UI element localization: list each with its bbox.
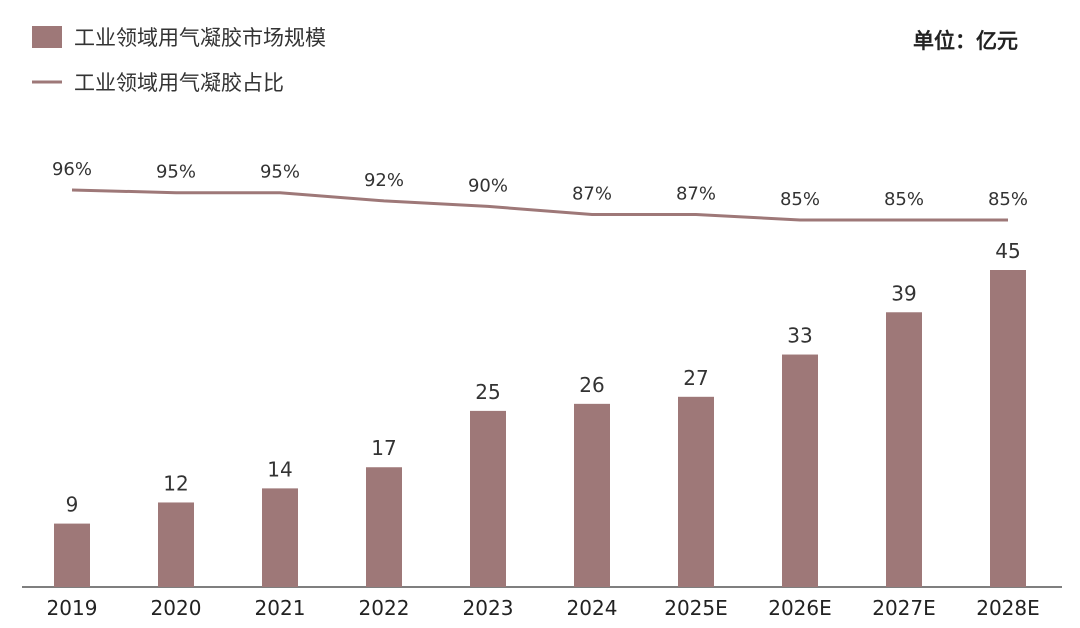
bar-value-label: 45 (995, 239, 1020, 263)
x-tick-labels: 2019 2020 2021 2022 2023 2024 2025E 2026E 2027E 2… (47, 596, 1040, 620)
bar (470, 410, 506, 587)
x-tick-label: 2028E (976, 596, 1040, 620)
bar (366, 467, 402, 587)
bar-value-label: 17 (371, 436, 396, 460)
bar (262, 488, 298, 587)
share-value-label: 95% (156, 162, 196, 183)
share-value-labels: 96% 95% 95% 92% 90% 87% 87% 85% 85% 85% (52, 159, 1028, 210)
share-value-label: 85% (988, 189, 1028, 210)
x-tick-label: 2024 (567, 596, 618, 620)
bar-value-label: 14 (267, 457, 292, 481)
x-tick-label: 2020 (151, 596, 202, 620)
bar (574, 403, 610, 587)
unit-label: 单位：亿元 (913, 29, 1018, 53)
share-value-label: 95% (260, 162, 300, 183)
share-value-label: 90% (468, 175, 508, 196)
legend-bar-swatch (32, 26, 62, 48)
bar-value-label: 27 (683, 366, 708, 390)
bar-value-label: 33 (787, 324, 812, 348)
bar (678, 396, 714, 587)
share-value-label: 96% (52, 159, 92, 180)
bar (158, 502, 194, 587)
bar-value-label: 26 (579, 373, 604, 397)
x-tick-label: 2023 (463, 596, 514, 620)
bar-value-labels: 9 12 14 17 25 26 27 33 39 45 (66, 239, 1021, 517)
bar (886, 312, 922, 587)
legend-bar-label: 工业领域用气凝胶市场规模 (74, 26, 326, 50)
share-value-label: 85% (884, 189, 924, 210)
x-tick-label: 2027E (872, 596, 936, 620)
bar-value-label: 9 (66, 493, 79, 517)
x-tick-label: 2021 (255, 596, 306, 620)
share-value-label: 85% (780, 189, 820, 210)
x-tick-label: 2019 (47, 596, 98, 620)
share-line (71, 188, 1008, 222)
bar (990, 270, 1026, 587)
bar-value-label: 12 (163, 471, 188, 495)
share-value-label: 87% (572, 184, 612, 205)
share-value-label: 92% (364, 170, 404, 191)
legend-line-label: 工业领域用气凝胶占比 (74, 71, 284, 95)
x-tick-label: 2025E (664, 596, 728, 620)
bar (54, 523, 90, 587)
legend: 工业领域用气凝胶市场规模 工业领域用气凝胶占比 (32, 26, 326, 95)
share-value-label: 87% (676, 184, 716, 205)
x-tick-label: 2026E (768, 596, 832, 620)
bar (782, 354, 818, 587)
bar-series (54, 270, 1026, 587)
bar-value-label: 25 (475, 380, 500, 404)
x-tick-label: 2022 (359, 596, 410, 620)
bar-value-label: 39 (891, 281, 916, 305)
